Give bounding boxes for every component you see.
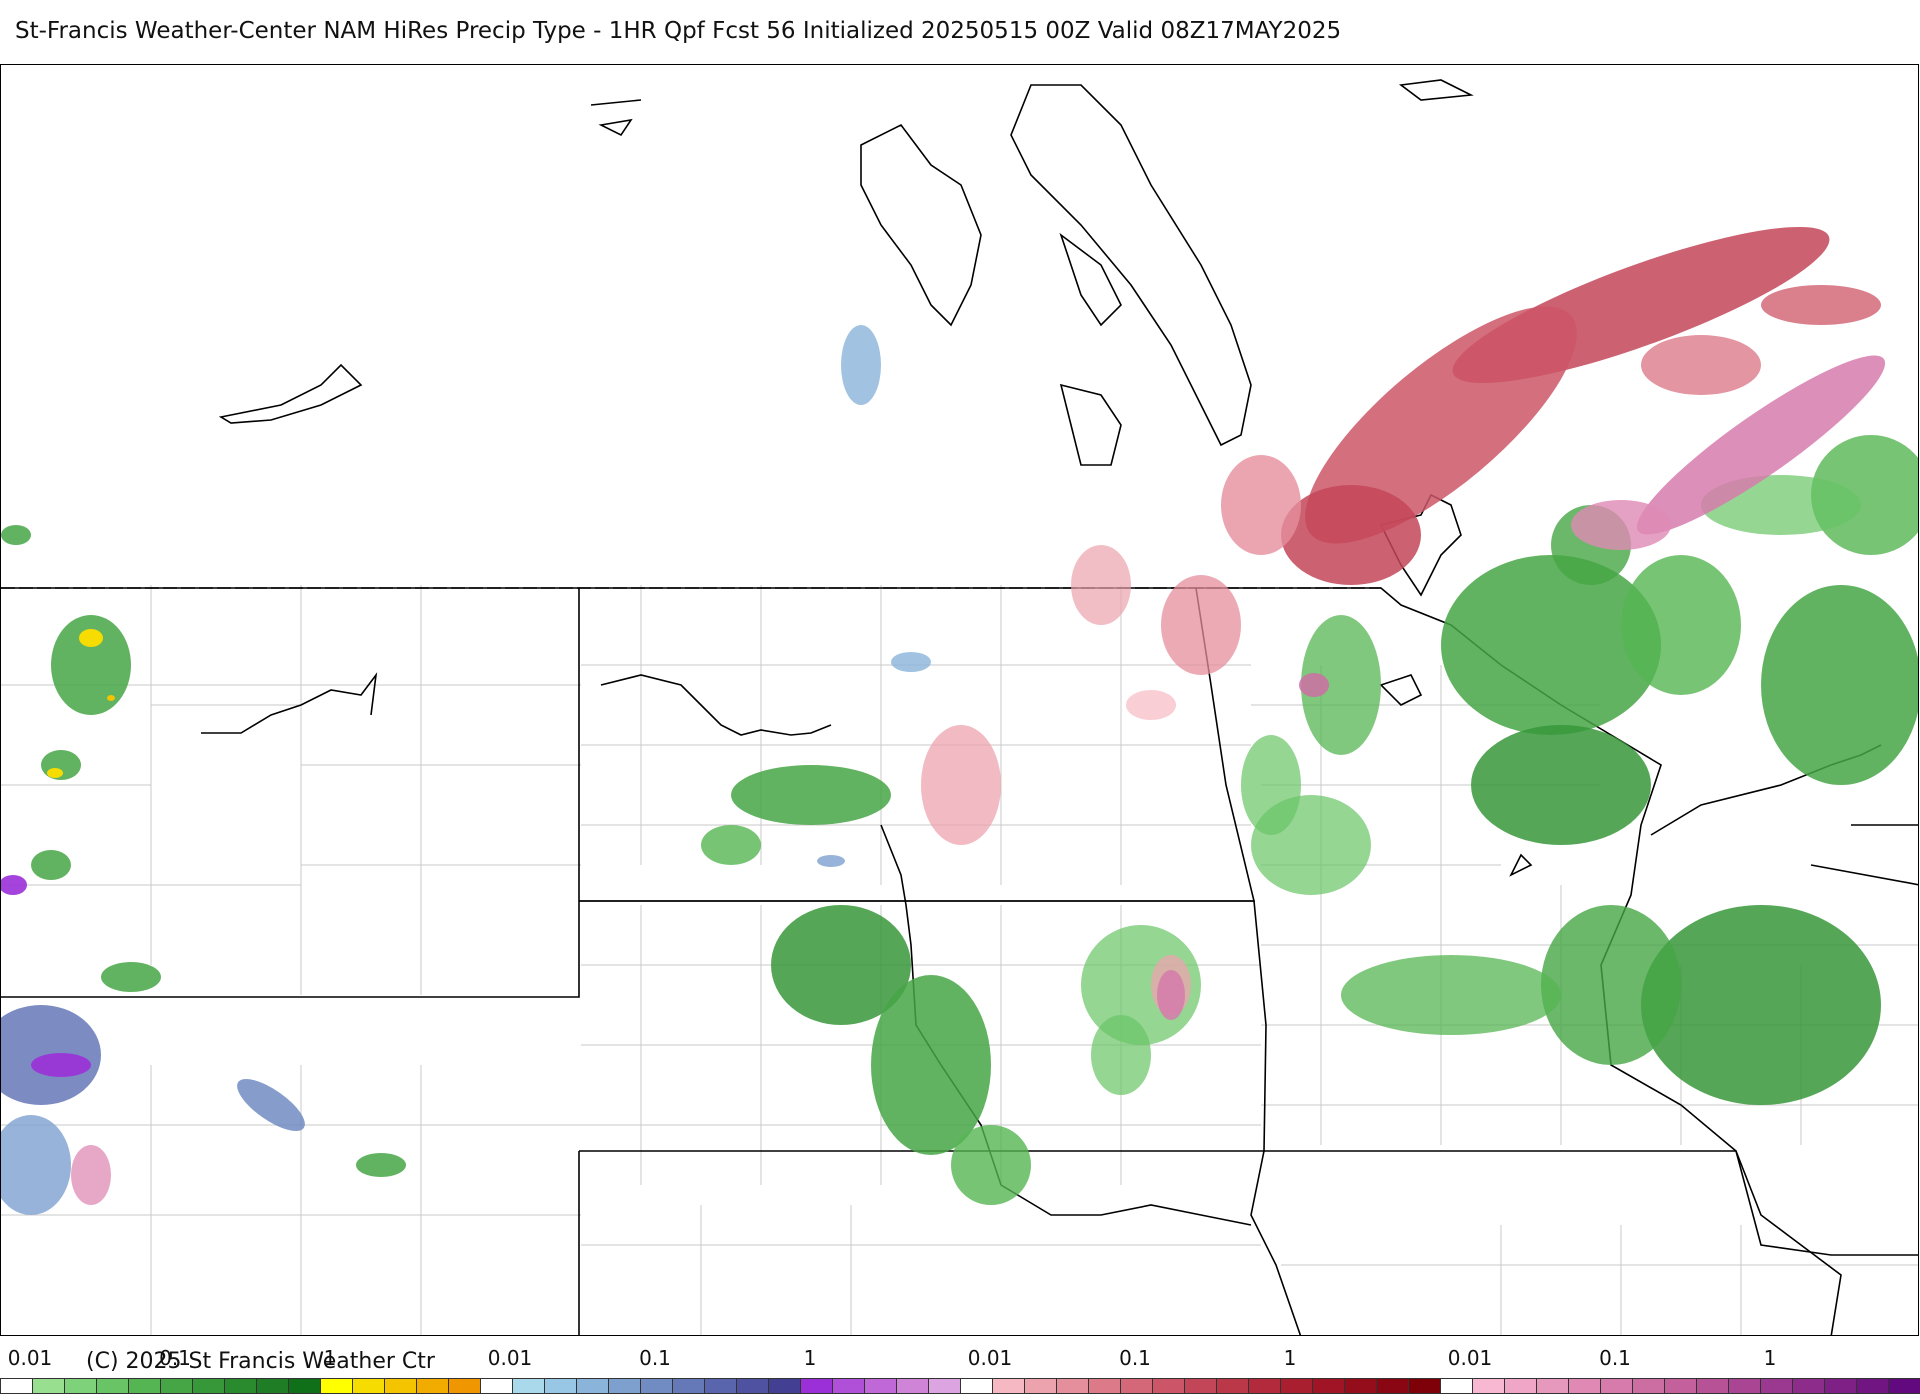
- legend-swatch-rain-12: [384, 1378, 416, 1394]
- legend-swatch-mix-13: [1376, 1378, 1408, 1394]
- legend-swatch-freezing-12: [1824, 1378, 1856, 1394]
- legend-swatch-mix-1: [992, 1378, 1024, 1394]
- legend-tick-label: 1: [1763, 1346, 1777, 1370]
- legend-swatch-freezing-4: [1568, 1378, 1600, 1394]
- rain-precip: [1, 435, 1918, 1205]
- legend-swatch-snow-6: [672, 1378, 704, 1394]
- legend-swatch-rain-5: [160, 1378, 192, 1394]
- legend-tick-label: 0.01: [7, 1346, 53, 1370]
- legend-swatch-freezing-3: [1536, 1378, 1568, 1394]
- legend-swatch-snow-4: [608, 1378, 640, 1394]
- legend-swatch-rain-3: [96, 1378, 128, 1394]
- weather-map: [0, 64, 1919, 1336]
- legend-tick-label: 0.1: [1599, 1346, 1631, 1370]
- legend-swatch-freezing-10: [1760, 1378, 1792, 1394]
- legend-tick-label: 0.1: [159, 1346, 191, 1370]
- legend-swatch-mix-6: [1152, 1378, 1184, 1394]
- legend-swatch-rain-7: [224, 1378, 256, 1394]
- map-canvas: [1, 79, 1918, 1335]
- legend-swatch-rain-9: [288, 1378, 320, 1394]
- legend-swatch-freezing-0: [1440, 1378, 1472, 1394]
- legend-swatch-snow-10: [800, 1378, 832, 1394]
- legend-swatch-mix-4: [1088, 1378, 1120, 1394]
- legend-swatch-rain-4: [128, 1378, 160, 1394]
- legend-swatch-freezing-6: [1632, 1378, 1664, 1394]
- legend-swatch-freezing-11: [1792, 1378, 1824, 1394]
- legend-swatch-freezing-2: [1504, 1378, 1536, 1394]
- legend-swatch-snow-3: [576, 1378, 608, 1394]
- legend-swatch-freezing-14: [1888, 1378, 1920, 1394]
- legend-swatch-freezing-7: [1664, 1378, 1696, 1394]
- legend-swatch-snow-7: [704, 1378, 736, 1394]
- legend-swatch-mix-7: [1184, 1378, 1216, 1394]
- legend-swatch-rain-2: [64, 1378, 96, 1394]
- legend-swatch-rain-10: [320, 1378, 352, 1394]
- legend-swatch-snow-11: [832, 1378, 864, 1394]
- legend-swatch-mix-11: [1312, 1378, 1344, 1394]
- mix-precip: [921, 226, 1881, 1015]
- legend-tick-label: 1: [803, 1346, 817, 1370]
- legend-swatch-freezing-5: [1600, 1378, 1632, 1394]
- legend-swatch-snow-5: [640, 1378, 672, 1394]
- legend-swatches: [0, 1378, 1920, 1394]
- legend-swatch-rain-13: [416, 1378, 448, 1394]
- legend-swatch-mix-2: [1024, 1378, 1056, 1394]
- legend-swatch-freezing-9: [1728, 1378, 1760, 1394]
- legend-swatch-rain-11: [352, 1378, 384, 1394]
- legend-colorbar: (C) 2025 St Francis Weather Ctr 0.01 0.1 1…: [0, 1336, 1920, 1400]
- legend-swatch-mix-14: [1408, 1378, 1440, 1394]
- legend-tick-label: 1: [323, 1346, 337, 1370]
- legend-swatch-snow-13: [896, 1378, 928, 1394]
- freezing-precip: [71, 355, 1886, 1205]
- legend-swatch-snow-9: [768, 1378, 800, 1394]
- snow-precip: [1, 325, 931, 1215]
- legend-tick-label: 0.01: [1447, 1346, 1493, 1370]
- legend-swatch-mix-0: [960, 1378, 992, 1394]
- legend-swatch-mix-3: [1056, 1378, 1088, 1394]
- legend-tick-label: 0.1: [1119, 1346, 1151, 1370]
- legend-tick-label: 0.1: [639, 1346, 671, 1370]
- copyright-text: (C) 2025 St Francis Weather Ctr: [86, 1349, 435, 1374]
- legend-swatch-mix-12: [1344, 1378, 1376, 1394]
- legend-swatch-snow-12: [864, 1378, 896, 1394]
- legend-swatch-mix-5: [1120, 1378, 1152, 1394]
- heavy-rain-cores: [47, 629, 115, 778]
- legend-swatch-mix-9: [1248, 1378, 1280, 1394]
- legend-swatch-snow-1: [512, 1378, 544, 1394]
- legend-swatch-freezing-13: [1856, 1378, 1888, 1394]
- map-title: St-Francis Weather-Center NAM HiRes Prec…: [15, 18, 1342, 44]
- legend-tick-label: 0.01: [967, 1346, 1013, 1370]
- legend-swatch-freezing-8: [1696, 1378, 1728, 1394]
- legend-swatch-snow-2: [544, 1378, 576, 1394]
- legend-tick-label: 0.01: [487, 1346, 533, 1370]
- legend-swatch-mix-8: [1216, 1378, 1248, 1394]
- legend-swatch-snow-14: [928, 1378, 960, 1394]
- legend-swatch-rain-8: [256, 1378, 288, 1394]
- legend-swatch-snow-0: [480, 1378, 512, 1394]
- legend-swatch-mix-10: [1280, 1378, 1312, 1394]
- legend-swatch-rain-1: [32, 1378, 64, 1394]
- legend-swatch-snow-8: [736, 1378, 768, 1394]
- legend-swatch-rain-6: [192, 1378, 224, 1394]
- legend-tick-label: 1: [1283, 1346, 1297, 1370]
- legend-swatch-freezing-1: [1472, 1378, 1504, 1394]
- legend-swatch-rain-0: [0, 1378, 32, 1394]
- legend-swatch-rain-14: [448, 1378, 480, 1394]
